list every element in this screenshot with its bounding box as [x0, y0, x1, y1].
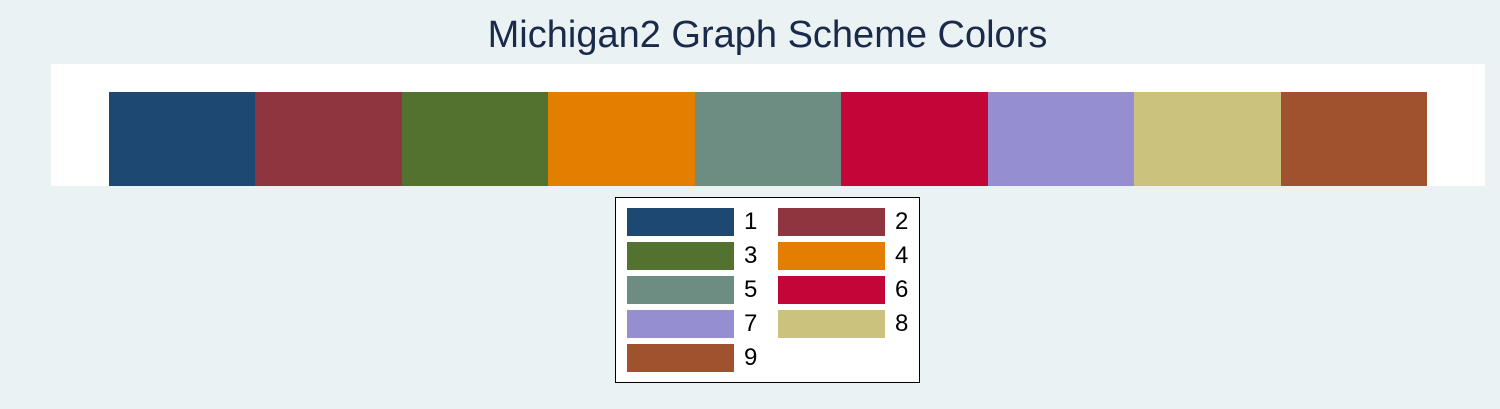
legend-swatch — [627, 344, 734, 372]
legend-item-4: 4 — [778, 241, 908, 271]
legend-label: 8 — [895, 310, 909, 337]
legend-label: 5 — [744, 276, 758, 303]
bar-4 — [548, 92, 695, 186]
legend-swatch — [778, 208, 885, 236]
bar-9 — [1280, 92, 1427, 186]
legend-item-6: 6 — [778, 275, 908, 305]
legend-label: 2 — [895, 208, 909, 235]
bar-8 — [1134, 92, 1281, 186]
bar-6 — [841, 92, 988, 186]
legend: 1 2 3 4 5 6 7 8 9 — [615, 197, 920, 383]
legend-swatch — [627, 310, 734, 338]
legend-item-1: 1 — [627, 207, 757, 237]
legend-swatch — [627, 208, 734, 236]
bar-5 — [694, 92, 842, 186]
bar-7 — [987, 92, 1135, 186]
legend-swatch — [778, 242, 885, 270]
plot-region — [51, 64, 1485, 186]
legend-label: 3 — [744, 242, 758, 269]
legend-label: 9 — [744, 344, 758, 371]
legend-label: 7 — [744, 310, 758, 337]
legend-swatch — [778, 276, 885, 304]
legend-label: 1 — [744, 208, 758, 235]
color-bars — [109, 92, 1427, 186]
bar-3 — [401, 92, 549, 186]
bar-1 — [109, 92, 256, 186]
legend-item-2: 2 — [778, 207, 908, 237]
legend-item-5: 5 — [627, 275, 757, 305]
legend-item-7: 7 — [627, 309, 757, 339]
legend-label: 4 — [895, 242, 909, 269]
legend-item-9: 9 — [627, 343, 757, 373]
legend-swatch — [778, 310, 885, 338]
bar-2 — [255, 92, 402, 186]
legend-swatch — [627, 276, 734, 304]
legend-swatch — [627, 242, 734, 270]
legend-item-3: 3 — [627, 241, 757, 271]
legend-label: 6 — [895, 276, 909, 303]
chart-title: Michigan2 Graph Scheme Colors — [487, 14, 1048, 56]
legend-item-8: 8 — [778, 309, 908, 339]
